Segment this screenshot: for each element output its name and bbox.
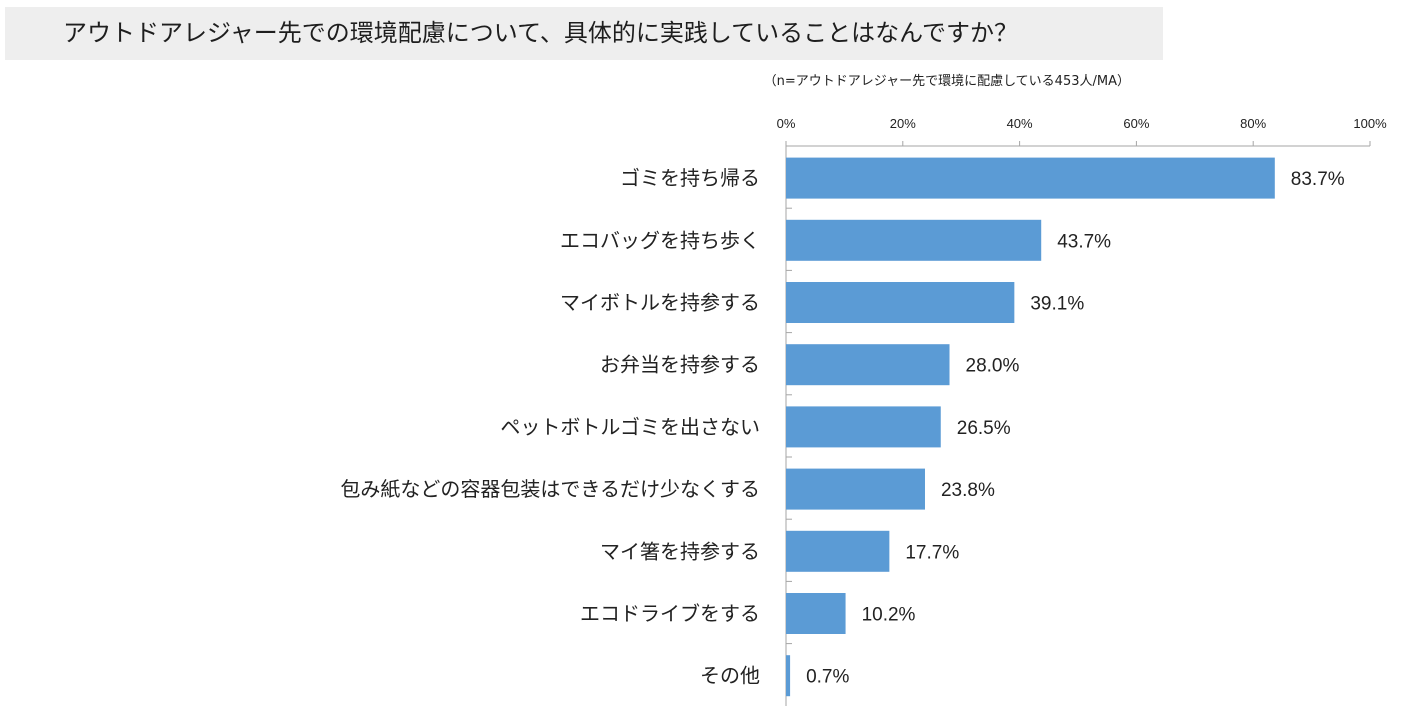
data-label: 17.7% xyxy=(905,542,959,563)
data-label: 39.1% xyxy=(1030,294,1084,315)
data-label: 28.0% xyxy=(966,356,1020,377)
category-label: ペットボトルゴミを出さない xyxy=(500,415,760,439)
bar xyxy=(786,406,941,448)
data-label: 83.7% xyxy=(1291,169,1345,190)
x-tick-label: 80% xyxy=(1240,116,1266,131)
data-label: 43.7% xyxy=(1057,231,1111,252)
page-title: アウトドアレジャー先での環境配慮について、具体的に実践していることはなんですか？ xyxy=(63,19,1018,47)
data-label: 26.5% xyxy=(957,418,1011,439)
x-tick-label: 60% xyxy=(1123,116,1149,131)
x-tick-label: 40% xyxy=(1007,116,1033,131)
category-label: マイボトルを持参する xyxy=(560,291,760,315)
bar xyxy=(786,655,791,697)
bar xyxy=(786,468,925,510)
bar xyxy=(786,344,950,386)
category-label: エコドライブをする xyxy=(580,602,760,626)
sample-note: （n=アウトドアレジャー先で環境に配慮している453人/MA） xyxy=(763,74,1130,89)
x-tick-label: 20% xyxy=(890,116,916,131)
category-label: 包み紙などの容器包装はできるだけ少なくする xyxy=(340,477,760,501)
bar xyxy=(786,282,1015,323)
category-label: お弁当を持参する xyxy=(600,353,760,377)
category-label: マイ箸を持参する xyxy=(600,539,760,563)
bar xyxy=(786,157,1275,199)
data-label: 0.7% xyxy=(806,667,849,688)
title-band: アウトドアレジャー先での環境配慮について、具体的に実践していることはなんですか？ xyxy=(5,7,1163,60)
bar xyxy=(786,219,1042,261)
data-label: 23.8% xyxy=(941,480,995,501)
data-label: 10.2% xyxy=(862,605,916,626)
x-tick-label: 0% xyxy=(777,116,796,131)
category-label: ゴミを持ち帰る xyxy=(620,166,760,190)
bar xyxy=(786,593,846,634)
bar xyxy=(786,530,890,572)
category-label: エコバッグを持ち歩く xyxy=(560,228,760,252)
x-tick-label: 100% xyxy=(1353,116,1387,131)
category-label: その他 xyxy=(700,664,760,688)
